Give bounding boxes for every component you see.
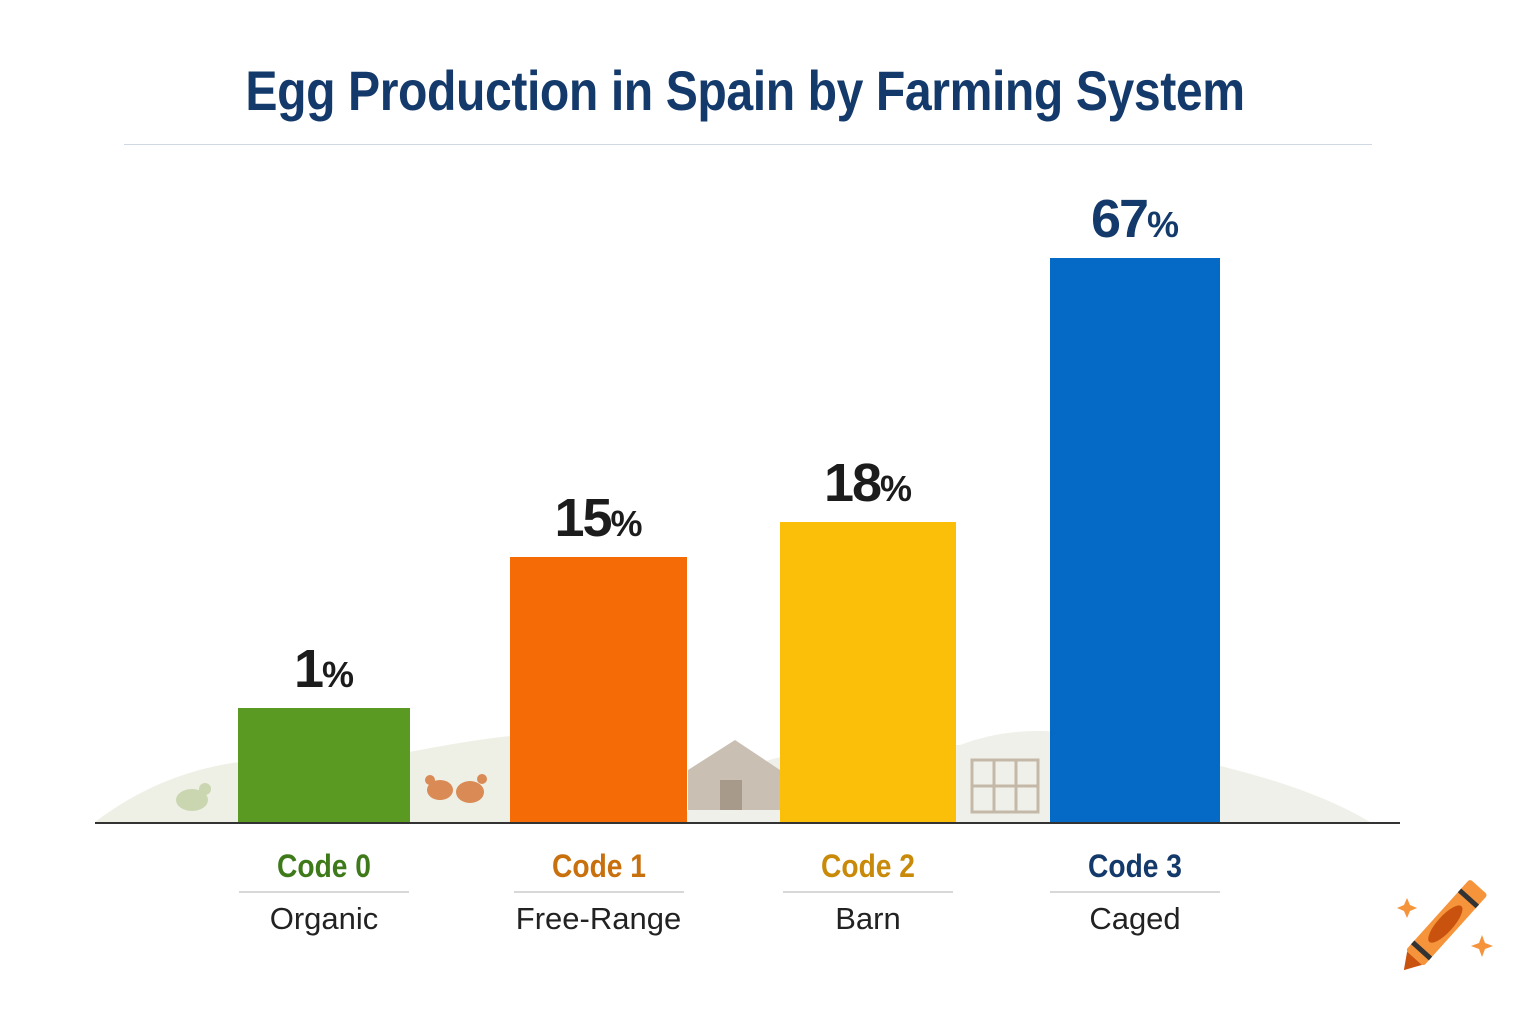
category-label: Code 0 Organic (229, 848, 419, 937)
label-divider (1050, 891, 1220, 893)
category-name: Barn (835, 901, 901, 936)
data-label-unit: % (880, 468, 913, 509)
category-code: Code 0 (277, 848, 371, 884)
data-label-value: 67 (1090, 189, 1149, 249)
label-divider (783, 891, 953, 893)
category-label: Code 2 Barn (773, 848, 963, 937)
category-label: Code 1 Free-Range (504, 848, 694, 937)
label-divider (513, 891, 684, 893)
category-name: Caged (1089, 901, 1181, 936)
category-code: Code 2 (821, 848, 915, 884)
data-label: 67% (1015, 188, 1255, 250)
chicken-icon (176, 783, 211, 811)
data-label-value: 1 (293, 639, 324, 699)
category-code: Code 1 (551, 848, 646, 884)
data-label-unit: % (610, 503, 643, 544)
data-label-value: 18 (823, 453, 882, 513)
label-divider (239, 891, 409, 893)
category-code: Code 3 (1088, 848, 1182, 884)
cage-icon (970, 758, 1040, 814)
bar-0 (238, 708, 410, 822)
data-label: 15% (479, 487, 719, 549)
data-label: 1% (204, 638, 444, 700)
barn-icon (688, 740, 780, 810)
bar-1 (510, 557, 687, 822)
chart-title: Egg Production in Spain by Farming Syste… (245, 59, 1245, 122)
data-label-unit: % (322, 654, 355, 695)
category-name: Free-Range (515, 901, 682, 936)
category-name: Organic (269, 901, 379, 936)
category-label: Code 3 Caged (1040, 848, 1230, 937)
data-label: 18% (748, 452, 988, 514)
data-label-unit: % (1147, 204, 1180, 245)
title-divider (124, 144, 1372, 145)
data-label-value: 15 (554, 488, 612, 548)
chickens-icon (425, 774, 487, 803)
bar-3 (1050, 258, 1220, 822)
crayon-icon (1397, 880, 1493, 971)
bar-2 (780, 522, 956, 822)
